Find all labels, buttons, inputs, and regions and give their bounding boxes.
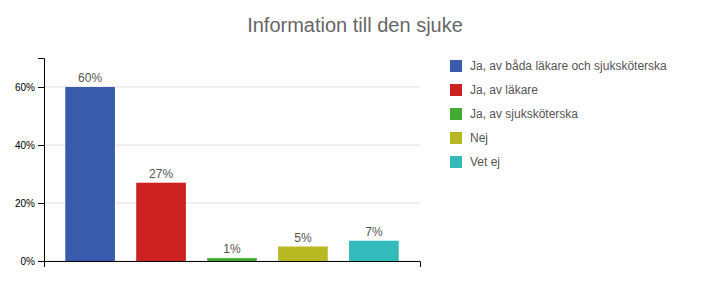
tick-label: 20%: [15, 198, 35, 209]
axis-line: [45, 262, 421, 268]
tick-label: 60%: [15, 82, 35, 93]
legend-label: Ja, av läkare: [470, 83, 538, 97]
bar: [136, 183, 186, 261]
bar: [278, 247, 328, 262]
x-axis: [45, 262, 421, 268]
axis-line: [38, 59, 45, 262]
legend-swatch: [450, 108, 462, 120]
y-axis: 0% 20% 40% 60%: [15, 59, 45, 267]
legend-item: Ja, av sjuksköterska: [450, 107, 578, 121]
legend-item: Ja, av båda läkare och sjuksköterska: [450, 59, 667, 73]
legend-label: Ja, av båda läkare och sjuksköterska: [470, 59, 667, 73]
bars: [65, 87, 398, 261]
tick: 20%: [15, 198, 44, 209]
legend-label: Ja, av sjuksköterska: [470, 107, 578, 121]
legend-swatch: [450, 84, 462, 96]
data-label: 1%: [223, 242, 241, 256]
tick-mark: [38, 261, 44, 262]
chart: Information till den sjuke0%20%40%60%60%…: [0, 0, 710, 283]
plot: 0% 20% 40% 60% 60% 27% 1% 5% 7%: [15, 59, 421, 268]
grid: [44, 87, 420, 261]
legend-label: Nej: [470, 131, 488, 145]
bar: [349, 241, 399, 261]
data-label: 60%: [78, 71, 102, 85]
legend-item: Nej: [450, 131, 488, 145]
title: Information till den sjuke: [247, 14, 463, 36]
tick: 60%: [15, 82, 44, 93]
legend-swatch: [450, 60, 462, 72]
legend-swatch: [450, 132, 462, 144]
tick-mark: [38, 145, 44, 146]
tick-mark: [38, 203, 44, 204]
data-label: 5%: [294, 231, 312, 245]
tick-label: 0%: [21, 256, 36, 267]
legend-label: Vet ej: [470, 155, 500, 169]
tick-label: 40%: [15, 140, 35, 151]
data-labels: 60% 27% 1% 5% 7%: [78, 71, 383, 256]
legend: Ja, av båda läkare och sjuksköterska Ja, …: [450, 59, 667, 169]
bar: [65, 87, 115, 261]
data-label: 7%: [365, 225, 383, 239]
legend-swatch: [450, 156, 462, 168]
bar: [207, 258, 257, 261]
tick: 40%: [15, 140, 44, 151]
legend-item: Ja, av läkare: [450, 83, 538, 97]
legend-item: Vet ej: [450, 155, 500, 169]
tick-mark: [38, 87, 44, 88]
data-label: 27%: [149, 167, 173, 181]
tick: 0%: [21, 256, 44, 267]
